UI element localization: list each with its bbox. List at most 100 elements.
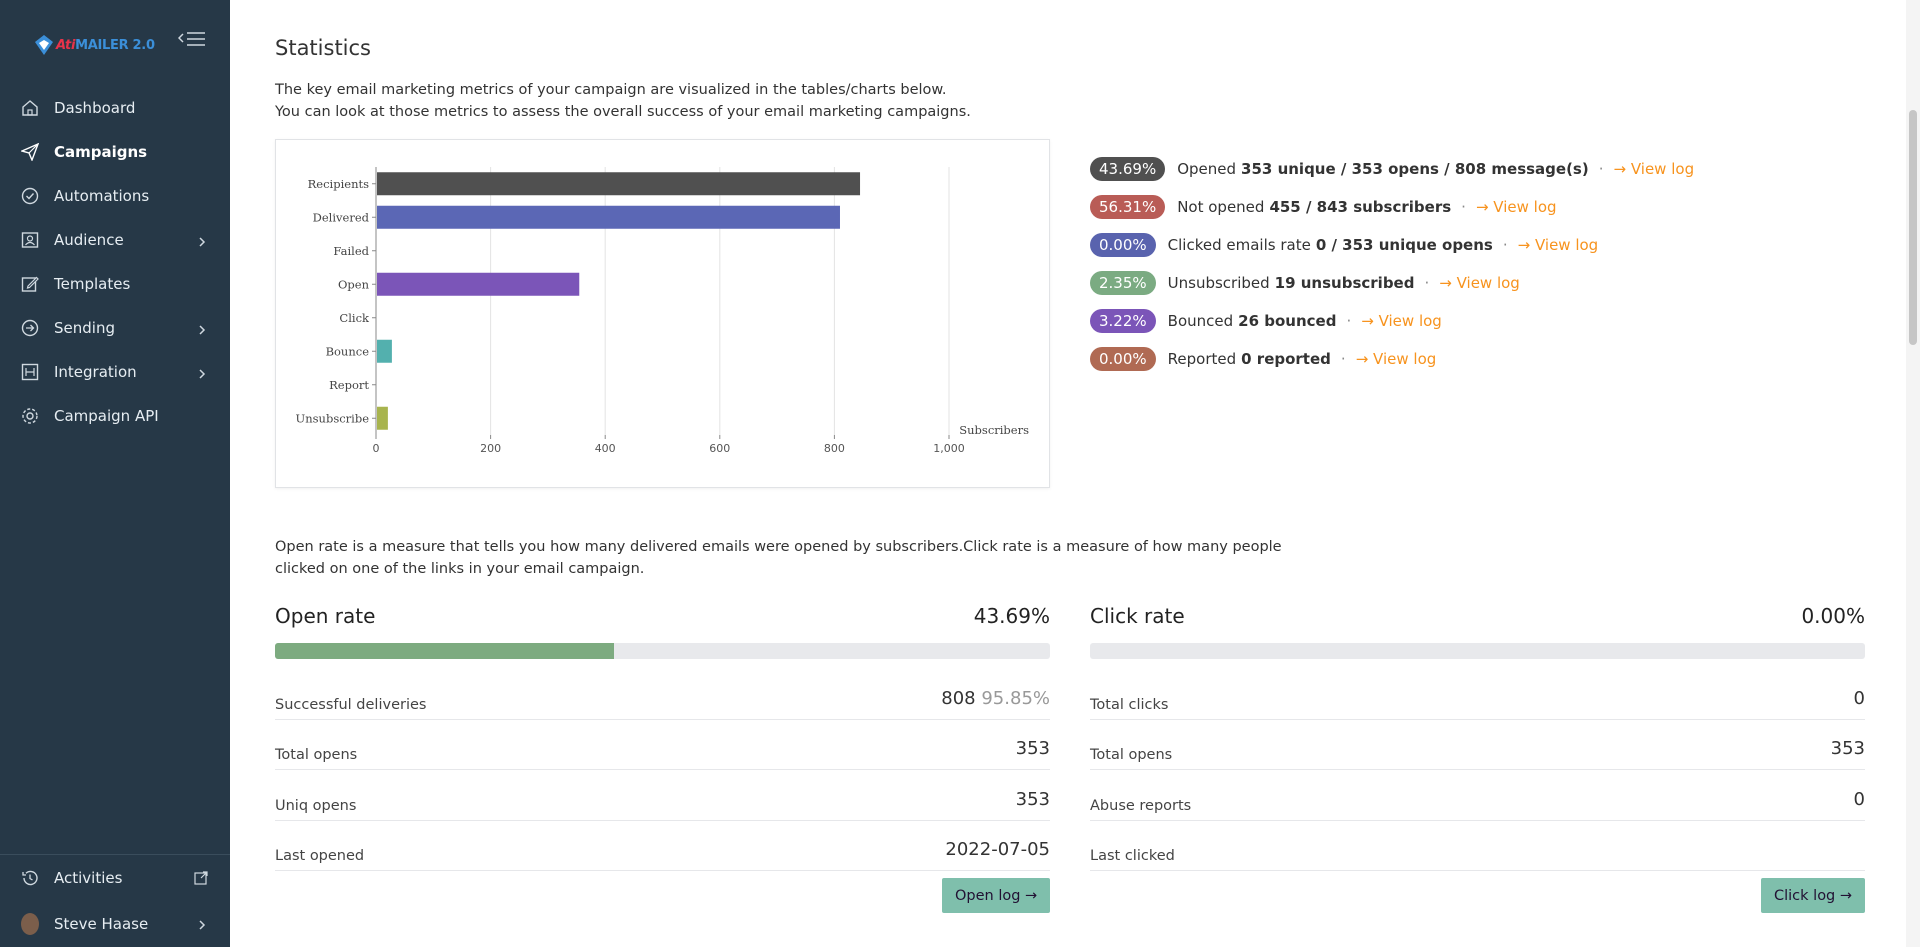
- click-rate-value: 0.00%: [1801, 604, 1865, 628]
- stat-value: 353: [1016, 738, 1050, 759]
- paper-plane-icon: [20, 142, 40, 162]
- metrics-list: 43.69% Opened 353 unique / 353 opens / 808…: [1090, 150, 1694, 378]
- chevron-right-icon: [198, 233, 206, 252]
- stat-value-main: 353: [1015, 788, 1050, 810]
- stat-value: 2022-07-05: [945, 839, 1050, 860]
- stat-row: Successful deliveries 808 95.85%: [275, 669, 1050, 720]
- metric-row: 3.22% Bounced 26 bounced · → View log: [1090, 302, 1694, 340]
- view-log-link[interactable]: → View log: [1355, 350, 1437, 368]
- stat-value: 808 95.85%: [941, 688, 1050, 709]
- metric-percent-badge: 43.69%: [1090, 157, 1166, 181]
- sidebar-item-templates[interactable]: Templates: [0, 262, 230, 306]
- bar-recipients: [377, 172, 861, 196]
- metric-row: 56.31% Not opened 455 / 843 subscribers · → …: [1090, 188, 1694, 226]
- user-name: Steve Haase: [54, 915, 149, 933]
- metric-label: Not opened: [1177, 198, 1265, 216]
- view-log-link[interactable]: → View log: [1613, 160, 1695, 178]
- app-logo[interactable]: AtiMAILER 2.0: [34, 34, 155, 56]
- stats-chart-card: 0 200 400 600 800 1,000 Recipients Delivered Fai…: [275, 139, 1050, 488]
- metric-value: 26 bounced: [1238, 312, 1337, 330]
- bar-delivered: [377, 205, 840, 229]
- api-gear-icon: [20, 406, 40, 426]
- x-tick-label: 600: [709, 442, 730, 455]
- metric-percent-badge: 3.22%: [1090, 309, 1156, 333]
- open-log-button[interactable]: Open log →: [942, 878, 1051, 913]
- sidebar-item-activities[interactable]: Activities: [0, 855, 230, 901]
- audience-icon: [20, 230, 40, 250]
- sidebar-item-integration[interactable]: Integration: [0, 350, 230, 394]
- sidebar-item-label: Dashboard: [54, 99, 136, 117]
- stat-value-percent: 95.85%: [981, 687, 1050, 709]
- sidebar-item-label: Integration: [54, 363, 137, 381]
- sending-icon: [20, 318, 40, 338]
- stat-value: 0: [1854, 688, 1865, 709]
- click-log-button[interactable]: Click log →: [1761, 878, 1866, 913]
- x-tick-label: 800: [824, 442, 845, 455]
- x-tick-label: 1,000: [933, 442, 965, 455]
- chevron-right-icon: [198, 321, 206, 340]
- click-rate-title: Click rate: [1090, 604, 1185, 628]
- view-log-link[interactable]: → View log: [1517, 236, 1599, 254]
- metric-value: 353 unique / 353 opens / 808 message(s): [1241, 160, 1589, 178]
- bar-open: [377, 272, 580, 296]
- sidebar-item-label: Activities: [54, 869, 123, 887]
- sidebar-item-label: Campaigns: [54, 143, 148, 161]
- view-log-label: View log: [1493, 198, 1557, 216]
- sidebar: AtiMAILER 2.0 Dashboard Campaigns Automa…: [0, 0, 230, 947]
- chevron-right-icon: [198, 916, 206, 935]
- metric-label: Bounced: [1167, 312, 1234, 330]
- stat-value-main: 2022-07-05: [945, 839, 1050, 860]
- sidebar-item-audience[interactable]: Audience: [0, 218, 230, 262]
- sidebar-item-label: Templates: [54, 275, 131, 293]
- stat-label: Total opens: [1090, 747, 1173, 763]
- separator-dot: ·: [1461, 198, 1466, 216]
- clock-check-icon: [20, 186, 40, 206]
- view-log-link[interactable]: → View log: [1439, 274, 1520, 292]
- view-log-link[interactable]: → View log: [1361, 312, 1442, 330]
- metric-value: 455 / 843 subscribers: [1269, 198, 1452, 216]
- y-tick-label: Delivered: [313, 210, 370, 224]
- open-rate-rows: Successful deliveries 808 95.85% Total ope…: [275, 669, 1050, 871]
- sidebar-item-sending[interactable]: Sending: [0, 306, 230, 350]
- stat-label: Abuse reports: [1090, 797, 1192, 814]
- metric-label: Opened: [1177, 160, 1237, 178]
- separator-dot: ·: [1346, 312, 1352, 330]
- stat-row: Last opened 2022-07-05: [275, 821, 1050, 871]
- stat-row: Total opens 353: [1090, 720, 1865, 770]
- stat-label: Total clicks: [1090, 696, 1169, 713]
- click-rate-panel: Click rate 0.00% Total clicks 0 Total open…: [1090, 604, 1865, 871]
- metric-label: Reported: [1167, 350, 1237, 368]
- stat-value-main: 353: [1830, 738, 1865, 759]
- page-scrollbar[interactable]: [1906, 0, 1920, 947]
- open-rate-progress-fill: [275, 643, 614, 659]
- view-log-link[interactable]: → View log: [1475, 198, 1557, 216]
- logo-icon: [35, 35, 53, 55]
- stat-row: Uniq opens 353: [275, 770, 1050, 821]
- sidebar-user-menu[interactable]: Steve Haase: [0, 901, 230, 947]
- avatar: [20, 913, 40, 935]
- sidebar-item-label: Sending: [54, 319, 115, 337]
- metric-label: Unsubscribed: [1167, 274, 1270, 292]
- scrollbar-thumb[interactable]: [1909, 110, 1917, 345]
- metric-value: 19 unsubscribed: [1274, 274, 1415, 292]
- stat-value: 353: [1016, 789, 1050, 810]
- sidebar-item-automations[interactable]: Automations: [0, 174, 230, 218]
- click-rate-progress: [1090, 643, 1865, 659]
- sidebar-item-dashboard[interactable]: Dashboard: [0, 86, 230, 130]
- stat-value-main: 353: [1015, 738, 1050, 759]
- chevron-right-icon: [198, 365, 206, 384]
- stat-label: Uniq opens: [275, 797, 357, 814]
- stat-value-main: 808: [941, 687, 976, 709]
- stat-row: Total clicks 0: [1090, 669, 1865, 720]
- stat-row: Last clicked: [1090, 821, 1865, 871]
- menu-toggle-icon[interactable]: [177, 28, 206, 50]
- stat-label: Last clicked: [1090, 848, 1175, 864]
- open-rate-progress: [275, 643, 1050, 659]
- sidebar-item-campaigns[interactable]: Campaigns: [0, 130, 230, 174]
- stat-label: Successful deliveries: [275, 696, 427, 713]
- metric-row: 2.35% Unsubscribed 19 unsubscribed · → View …: [1090, 264, 1694, 302]
- sidebar-item-campaign-api[interactable]: Campaign API: [0, 394, 230, 438]
- y-tick-label: Report: [329, 378, 369, 392]
- y-tick-label: Click: [339, 311, 370, 325]
- separator-dot: ·: [1424, 274, 1430, 292]
